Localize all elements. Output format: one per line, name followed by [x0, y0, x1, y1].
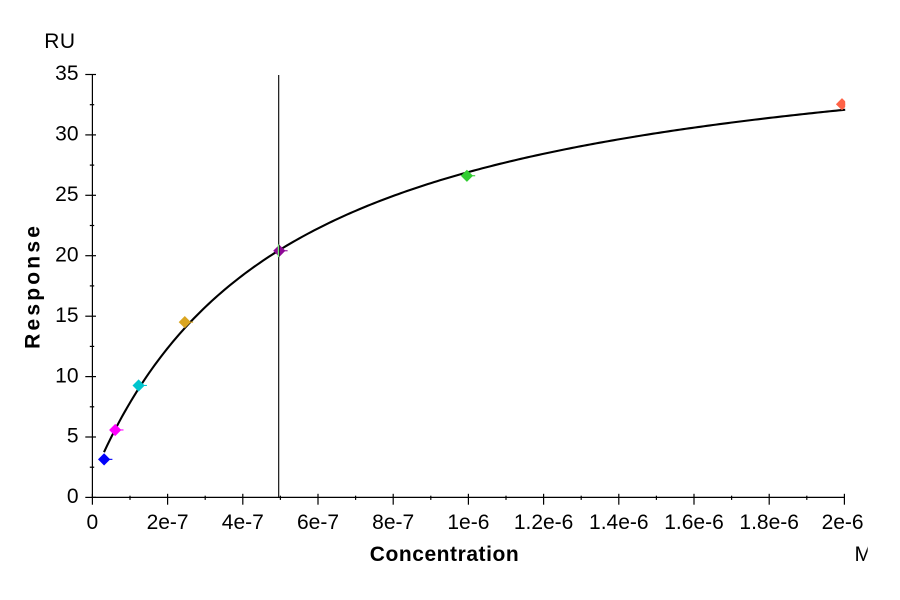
- svg-text:M: M: [855, 543, 873, 566]
- svg-text:8e-7: 8e-7: [372, 511, 414, 534]
- svg-text:30: 30: [55, 123, 78, 146]
- svg-text:1.8e-6: 1.8e-6: [739, 511, 799, 534]
- svg-text:0: 0: [67, 485, 79, 508]
- svg-text:2e-7: 2e-7: [147, 511, 189, 534]
- svg-text:4e-7: 4e-7: [222, 511, 264, 534]
- svg-text:1.2e-6: 1.2e-6: [514, 511, 574, 534]
- svg-text:RU: RU: [44, 30, 75, 53]
- svg-text:15: 15: [55, 304, 78, 327]
- svg-text:25: 25: [55, 183, 78, 206]
- svg-text:1e-6: 1e-6: [447, 511, 489, 534]
- svg-text:2e-6: 2e-6: [822, 511, 864, 534]
- svg-text:Concentration: Concentration: [370, 543, 519, 566]
- svg-text:10: 10: [55, 364, 78, 387]
- svg-text:20: 20: [55, 243, 78, 266]
- svg-text:0: 0: [87, 511, 99, 534]
- svg-text:1.6e-6: 1.6e-6: [664, 511, 724, 534]
- svg-text:Response: Response: [21, 223, 44, 349]
- svg-text:35: 35: [55, 62, 78, 85]
- svg-text:5: 5: [67, 425, 79, 448]
- svg-text:6e-7: 6e-7: [297, 511, 339, 534]
- svg-text:1.4e-6: 1.4e-6: [589, 511, 649, 534]
